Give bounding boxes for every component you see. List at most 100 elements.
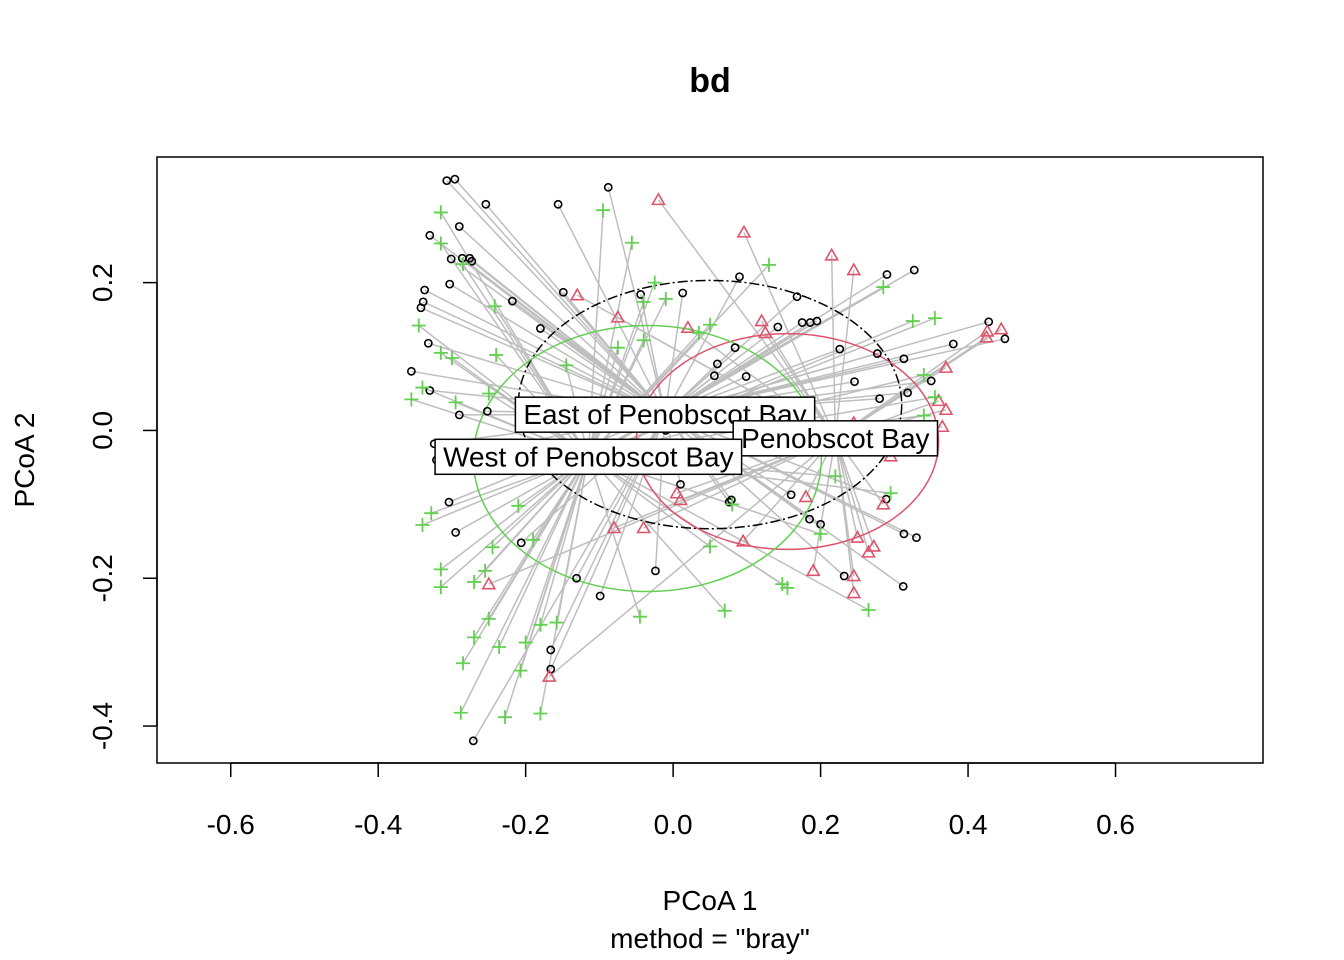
point-plus (905, 314, 920, 329)
point-plus (415, 518, 430, 533)
point-plus (610, 340, 625, 355)
point-circle (454, 410, 464, 420)
point-triangle (846, 568, 862, 582)
point-plus (927, 311, 942, 326)
centroid-segment (539, 456, 590, 626)
y-tick-label: -0.4 (87, 702, 118, 750)
point-triangle (934, 419, 950, 433)
point-triangle (979, 323, 995, 337)
point-triangle (481, 576, 497, 590)
point-circle (1000, 334, 1010, 344)
point-circle (948, 339, 958, 349)
point-circle (468, 736, 478, 746)
centroid-segment (664, 292, 684, 415)
point-triangle (938, 402, 954, 416)
point-plus (415, 380, 430, 395)
point-circle (481, 199, 491, 209)
point-circle (875, 394, 884, 404)
x-tick-label: 0.2 (801, 809, 840, 840)
point-plus (533, 706, 548, 721)
point-circle (420, 285, 430, 295)
point-circle (546, 645, 556, 655)
centroid-segment (587, 456, 641, 617)
x-tick-label: -0.6 (207, 809, 255, 840)
point-plus (513, 663, 528, 678)
centroid-segment (424, 289, 666, 415)
point-circle (482, 406, 492, 416)
point-circle (442, 176, 452, 186)
point-plus (455, 257, 470, 272)
point-plus (636, 333, 651, 348)
centroid-segment (587, 332, 700, 457)
centroid-segment (639, 294, 666, 415)
point-plus (717, 603, 732, 618)
point-circle (903, 388, 913, 398)
point-circle (872, 349, 882, 358)
x-axis-label: PCoA 1 (663, 885, 758, 916)
point-circle (710, 371, 719, 381)
point-plus (404, 392, 419, 407)
centroid-segment (607, 187, 666, 415)
centroid-segment (548, 437, 836, 678)
centroid-segment (557, 203, 666, 415)
point-circle (730, 343, 740, 353)
y-tick-label: -0.2 (87, 554, 118, 602)
point-circle (926, 376, 936, 386)
centroid-segment (588, 317, 936, 458)
point-plus (559, 358, 574, 373)
point-circle (416, 303, 426, 313)
point-circle (558, 287, 568, 297)
point-circle (425, 230, 435, 240)
centroid-segment (462, 455, 589, 664)
point-circle (406, 366, 416, 376)
centroid-segment (458, 225, 666, 415)
centroid-segment (834, 437, 870, 553)
point-plus (703, 317, 717, 332)
point-circle (792, 292, 802, 302)
x-tick-label: -0.4 (354, 809, 402, 840)
x-tick-label: 0.4 (949, 809, 988, 840)
point-circle (835, 344, 845, 354)
point-plus (489, 348, 504, 363)
centroid-label-box (434, 438, 743, 476)
point-triangle (875, 496, 891, 510)
point-circle (516, 538, 526, 548)
point-triangle (636, 520, 652, 534)
point-circle (536, 324, 545, 333)
point-plus (411, 318, 426, 333)
point-circle (882, 270, 892, 279)
point-circle (636, 290, 646, 299)
point-triangle (651, 192, 666, 206)
point-circle (678, 288, 688, 298)
point-plus (487, 299, 502, 314)
point-triangle (846, 262, 862, 276)
point-circle (839, 571, 849, 581)
point-circle (450, 174, 460, 184)
point-circle (572, 573, 581, 583)
point-plus (876, 280, 891, 295)
point-circle (553, 199, 563, 209)
point-plus (647, 275, 662, 290)
point-triangle (680, 320, 696, 334)
ellipse-0 (517, 279, 903, 530)
point-circle (805, 514, 814, 524)
point-circle (454, 222, 464, 231)
x-axis: -0.6 -0.4 -0.2 0.0 0.2 0.4 0.6 (207, 762, 1135, 840)
point-circle (812, 316, 822, 326)
centroid-segment (830, 255, 837, 438)
centroid-segment (454, 178, 666, 415)
point-triangle (824, 247, 840, 261)
point-triangle (569, 287, 585, 301)
point-plus (691, 325, 706, 340)
point-triangle (805, 563, 821, 577)
point-plus (433, 580, 448, 595)
point-circle (898, 581, 908, 591)
y-tick-label: 0.0 (87, 411, 118, 450)
centroid-segment (524, 456, 590, 643)
point-circle (651, 566, 660, 576)
point-plus (596, 203, 611, 218)
point-triangle (938, 360, 954, 373)
centroid-segment (449, 283, 666, 415)
